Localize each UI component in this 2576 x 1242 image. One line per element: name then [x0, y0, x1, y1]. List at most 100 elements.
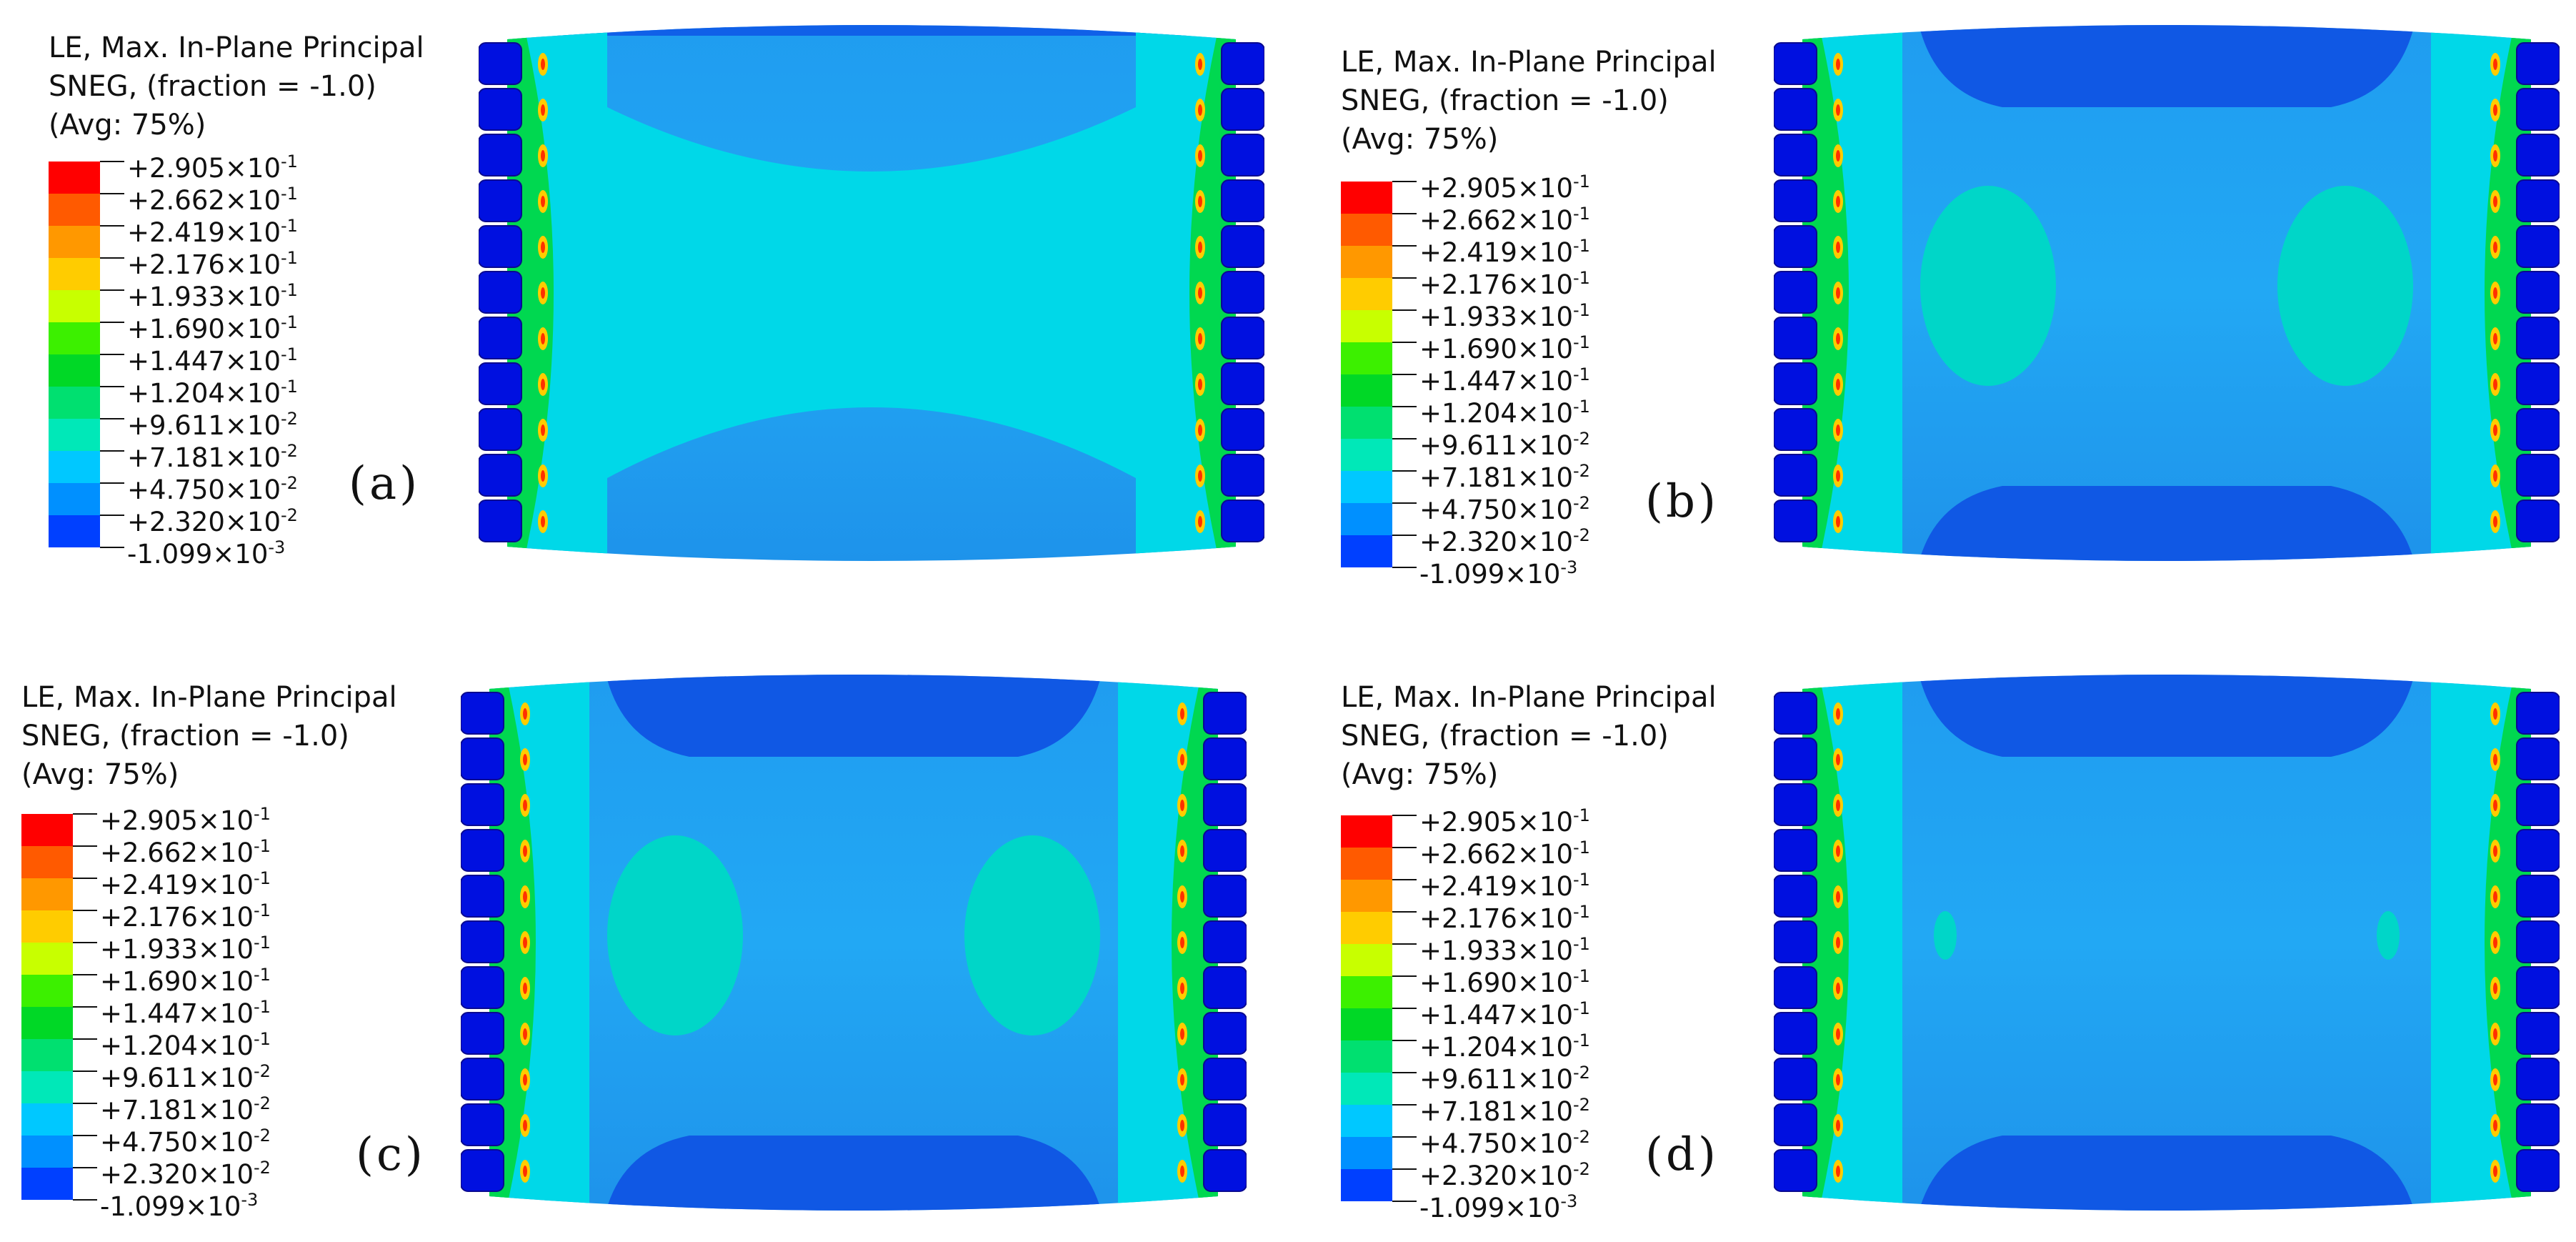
tick-mark: [1392, 879, 1417, 880]
color-bar: +2.905×10-1 +2.662×10-1 +2.419×10-1 +2.176×…: [49, 151, 298, 569]
tick-label: +2.176×10-1: [100, 900, 271, 933]
tick-mark: [100, 547, 124, 548]
tick-label: +2.662×10-1: [127, 184, 298, 216]
color-swatch: [21, 1168, 73, 1200]
color-swatch: [49, 354, 100, 387]
tick-mark: [73, 845, 97, 847]
tick-mark: [1392, 1168, 1417, 1170]
tick-label: +1.204×10-1: [100, 1029, 271, 1061]
tick-mark: [73, 1070, 97, 1072]
legend-title: LE, Max. In-Plane Principal SNEG, (fract…: [21, 678, 397, 794]
panel-b: LE, Max. In-Plane Principal SNEG, (fract…: [1288, 0, 2576, 621]
tick-label: +2.176×10-1: [1419, 268, 1590, 300]
color-swatch: [1341, 310, 1392, 342]
tick-mark: [1392, 815, 1417, 816]
color-swatch: [21, 975, 73, 1007]
tick-mark: [1392, 438, 1417, 439]
color-swatch: [21, 846, 73, 878]
tick-mark: [73, 813, 97, 815]
deformed-part-svg: [1774, 675, 2560, 1211]
tick-label: +2.662×10-1: [100, 836, 271, 868]
tick-mark: [1392, 277, 1417, 279]
legend-section: SNEG, (fraction = -1.0): [1341, 720, 1669, 752]
color-swatch: [21, 814, 73, 846]
panel-c: LE, Max. In-Plane Principal SNEG, (fract…: [0, 621, 1288, 1242]
legend-averaging: (Avg: 75%): [21, 758, 179, 791]
contour-plot: [479, 14, 1264, 572]
panel-d: LE, Max. In-Plane Principal SNEG, (fract…: [1288, 621, 2576, 1242]
tick-label: +9.611×10-2: [1419, 1063, 1590, 1095]
tick-mark: [73, 1006, 97, 1008]
color-swatch: [21, 1039, 73, 1071]
tick-mark: [100, 161, 124, 162]
tick-label: +1.933×10-1: [127, 280, 298, 312]
tick-mark: [1392, 181, 1417, 182]
tick-mark: [1392, 502, 1417, 504]
color-bar: +2.905×10-1 +2.662×10-1 +2.419×10-1 +2.176×…: [21, 804, 271, 1221]
legend-title: LE, Max. In-Plane Principal SNEG, (fract…: [1341, 678, 1717, 794]
tick-mark: [73, 974, 97, 975]
tick-label: +2.662×10-1: [1419, 204, 1590, 236]
color-swatch: [49, 451, 100, 483]
tick-label: +2.905×10-1: [100, 804, 271, 836]
color-swatch: [49, 483, 100, 515]
color-swatch: [1341, 944, 1392, 976]
color-swatch: [1341, 246, 1392, 278]
tick-label: +2.419×10-1: [127, 216, 298, 248]
tick-mark: [100, 322, 124, 323]
tick-label: +2.176×10-1: [1419, 902, 1590, 934]
tick-mark: [100, 225, 124, 227]
tick-mark: [73, 1135, 97, 1136]
tick-label: -1.099×10-3: [1419, 557, 1578, 590]
color-swatch: [1341, 912, 1392, 944]
color-swatch: [49, 258, 100, 290]
tick-mark: [1392, 342, 1417, 343]
color-swatch: [1341, 1169, 1392, 1201]
tick-label: +1.933×10-1: [1419, 300, 1590, 332]
tick-label: +1.933×10-1: [100, 933, 271, 965]
deformed-part-svg: [479, 25, 1264, 561]
legend-averaging: (Avg: 75%): [49, 109, 206, 141]
tick-label: -1.099×10-3: [100, 1190, 259, 1222]
tick-mark: [1392, 213, 1417, 214]
color-swatch: [1341, 535, 1392, 567]
tick-mark: [1392, 1104, 1417, 1106]
tick-mark: [100, 354, 124, 355]
tick-label: -1.099×10-3: [127, 537, 286, 570]
color-swatch: [49, 322, 100, 354]
tick-label: +2.662×10-1: [1419, 838, 1590, 870]
tick-label: +2.320×10-2: [1419, 1159, 1590, 1191]
tick-mark: [1392, 309, 1417, 311]
color-swatch: [49, 162, 100, 194]
color-swatch: [1341, 503, 1392, 535]
color-swatch: [1341, 439, 1392, 471]
color-swatch: [1341, 374, 1392, 407]
legend-title: LE, Max. In-Plane Principal SNEG, (fract…: [1341, 43, 1717, 159]
tick-mark: [1392, 1072, 1417, 1073]
tick-label: +7.181×10-2: [127, 441, 298, 473]
tick-mark: [1392, 1201, 1417, 1202]
color-swatch: [21, 943, 73, 975]
tick-mark: [1392, 847, 1417, 848]
legend-section: SNEG, (fraction = -1.0): [21, 720, 349, 752]
legend-variable: LE, Max. In-Plane Principal: [1341, 681, 1717, 714]
tick-mark: [1392, 1008, 1417, 1009]
color-swatch: [21, 1007, 73, 1039]
tick-mark: [1392, 567, 1417, 568]
tick-mark: [100, 482, 124, 484]
color-swatch: [49, 194, 100, 226]
color-swatch: [1341, 1137, 1392, 1169]
panel-a: LE, Max. In-Plane Principal SNEG, (fract…: [0, 0, 1288, 621]
color-swatch: [1341, 1105, 1392, 1137]
tick-label: +1.690×10-1: [127, 312, 298, 344]
color-swatch: [49, 387, 100, 419]
tick-mark: [73, 910, 97, 911]
color-swatch: [21, 1103, 73, 1136]
color-swatch: [1341, 1073, 1392, 1105]
tick-label: +4.750×10-2: [1419, 1127, 1590, 1159]
tick-label: +2.419×10-1: [100, 868, 271, 900]
color-swatch: [49, 419, 100, 451]
tick-label: +4.750×10-2: [1419, 493, 1590, 525]
tick-label: +9.611×10-2: [1419, 429, 1590, 461]
tick-label: +4.750×10-2: [100, 1126, 271, 1158]
